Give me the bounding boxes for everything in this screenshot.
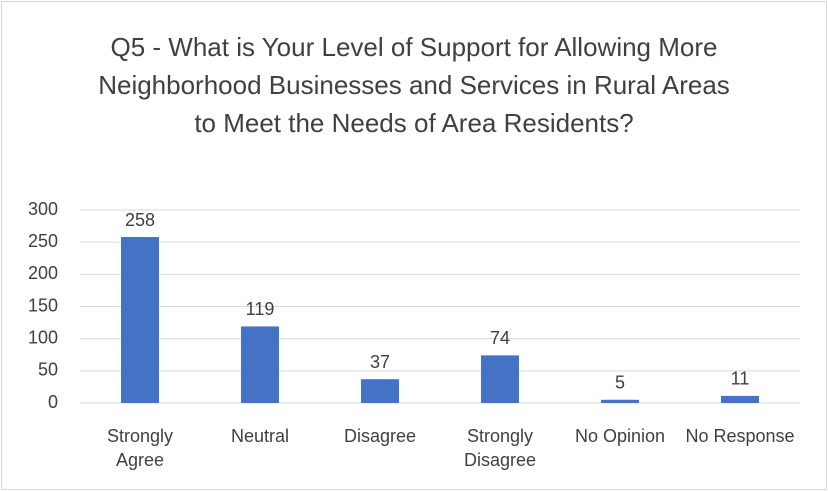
y-tick-label: 300	[28, 199, 58, 219]
value-label: 11	[731, 369, 750, 389]
bar	[361, 379, 399, 403]
y-tick-label: 250	[28, 231, 58, 251]
value-label: 5	[615, 373, 625, 393]
bar	[601, 399, 639, 403]
bar	[121, 237, 159, 403]
bar	[721, 395, 759, 403]
x-tick-label: Strongly Agree	[106, 426, 174, 470]
x-tick-label: Disagree	[343, 426, 417, 446]
bar	[481, 355, 519, 403]
x-tick-label: Neutral	[230, 426, 290, 446]
x-tick-label: No Opinion	[574, 426, 666, 446]
y-tick-label: 0	[48, 392, 58, 412]
chart-title: Q5 - What is Your Level of Support for A…	[98, 32, 730, 138]
value-label: 258	[125, 210, 155, 230]
y-tick-label: 50	[38, 360, 58, 380]
value-label: 119	[246, 299, 275, 319]
x-tick-label: Strongly Disagree	[463, 426, 537, 470]
value-label: 74	[490, 328, 510, 348]
y-tick-label: 100	[28, 327, 58, 347]
x-tick-label: No Response	[685, 426, 795, 446]
bar	[241, 326, 279, 403]
y-tick-label: 200	[28, 263, 58, 283]
value-label: 37	[370, 352, 390, 372]
y-tick-label: 150	[28, 295, 58, 315]
